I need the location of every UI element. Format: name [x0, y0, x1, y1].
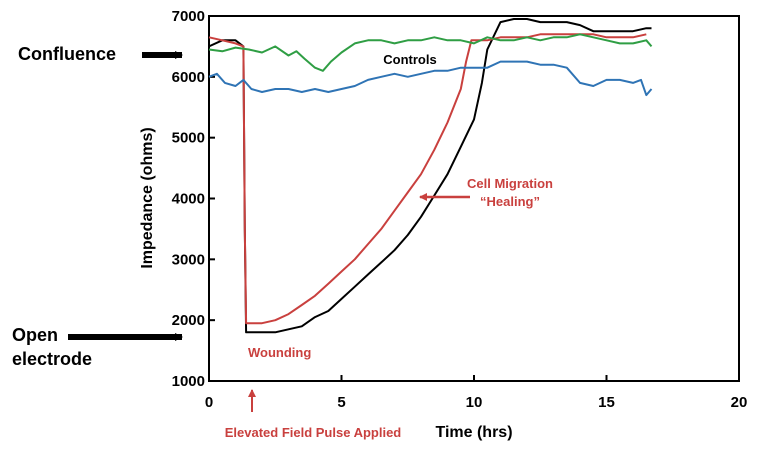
y-tick-label: 5000: [172, 130, 205, 147]
plot-frame: [208, 15, 740, 382]
migration-label-line1: Cell Migration: [467, 176, 553, 191]
series-line-1: [208, 33, 647, 325]
x-tick-label: 5: [337, 394, 345, 411]
x-tick-label: 10: [466, 394, 483, 411]
series-line-2: [208, 33, 653, 72]
y-tick-label: 7000: [172, 8, 205, 25]
x-axis-title: Time (hrs): [435, 424, 512, 441]
confluence-label: Confluence: [18, 44, 116, 64]
x-tick-label: 20: [731, 394, 748, 411]
wounding-label: Wounding: [248, 345, 311, 360]
x-tick-label: 15: [598, 394, 615, 411]
y-tick-label: 4000: [172, 191, 205, 208]
controls-label: Controls: [383, 52, 436, 67]
series-line-3: [208, 60, 653, 97]
x-tick-label: 0: [205, 394, 213, 411]
y-tick-label: 6000: [172, 69, 205, 86]
axis-ticks: 0 5 10 15 20 1000 2000 3000 4000 5000 6000 7000: [172, 8, 748, 411]
open-electrode-label-line2: electrode: [12, 349, 92, 369]
pulse-label: Elevated Field Pulse Applied: [225, 425, 402, 440]
data-series: [208, 18, 653, 334]
migration-label-line2: “Healing”: [480, 194, 540, 209]
y-tick-label: 2000: [172, 312, 205, 329]
open-electrode-label-line1: Open: [12, 325, 58, 345]
series-line-0: [208, 18, 652, 334]
y-axis-title: Impedance (ohms): [139, 127, 156, 268]
y-tick-label: 3000: [172, 251, 205, 268]
y-tick-label: 1000: [172, 373, 205, 390]
